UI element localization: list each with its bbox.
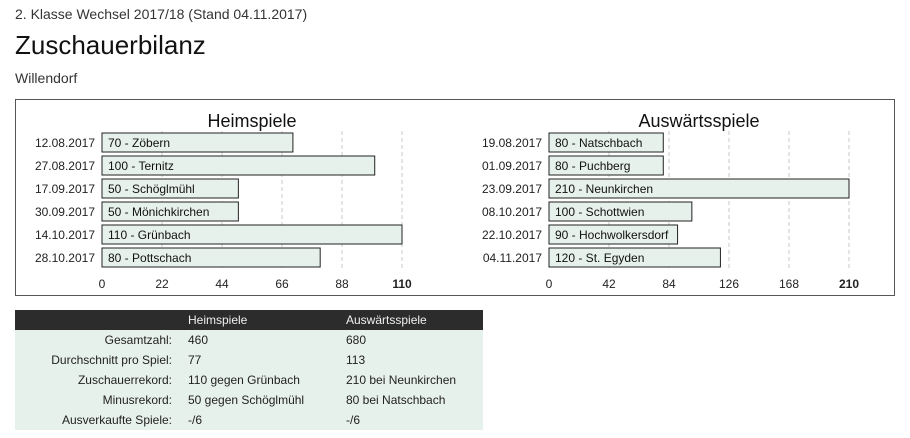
date-label-away: 01.09.2017 [482, 159, 542, 173]
tick-label-away: 126 [719, 277, 739, 291]
bar-label-away: 120 - St. Egyden [555, 251, 644, 265]
stats-row-away: -/6 [338, 410, 483, 430]
tick-label-away: 84 [662, 277, 676, 291]
tick-label-away: 210 [839, 277, 859, 291]
tick-label-home: 44 [215, 277, 229, 291]
stats-row-home: 110 gegen Grünbach [180, 370, 338, 390]
tick-label-home: 66 [275, 277, 289, 291]
stats-row: Ausverkaufte Spiele: -/6 -/6 [15, 410, 483, 430]
bar-label-home: 50 - Mönichkirchen [108, 205, 209, 219]
stats-row-home: 77 [180, 350, 338, 370]
stats-row: Gesamtzahl: 460 680 [15, 330, 483, 350]
stats-row-away: 680 [338, 330, 483, 350]
stats-table: Heimspiele Auswärtsspiele Gesamtzahl: 46… [15, 310, 483, 430]
stats-row-home: -/6 [180, 410, 338, 430]
tick-label-away: 0 [546, 277, 553, 291]
stats-row-home: 50 gegen Schöglmühl [180, 390, 338, 410]
date-label-away: 04.11.2017 [483, 251, 542, 265]
date-label-home: 17.09.2017 [35, 182, 95, 196]
stats-row-home: 460 [180, 330, 338, 350]
bar-away [548, 247, 721, 268]
bar-away [548, 224, 679, 245]
bar-label-away: 100 - Schottwien [555, 205, 644, 219]
chart-title-home: Heimspiele [207, 111, 296, 131]
bar-home [101, 224, 403, 245]
stats-row-away: 210 bei Neunkirchen [338, 370, 483, 390]
bar-home [101, 132, 294, 153]
date-label-home: 28.10.2017 [35, 251, 95, 265]
date-label-away: 19.08.2017 [482, 136, 542, 150]
tick-label-home: 88 [335, 277, 349, 291]
stats-row-away: 113 [338, 350, 483, 370]
date-label-away: 08.10.2017 [482, 205, 542, 219]
bar-away [548, 201, 693, 222]
bar-home [101, 178, 239, 199]
chart-title-away: Auswärtsspiele [638, 111, 759, 131]
bar-home [101, 155, 376, 176]
date-label-home: 27.08.2017 [35, 159, 95, 173]
stats-header-row: Heimspiele Auswärtsspiele [15, 310, 483, 330]
bar-away [548, 132, 664, 153]
bar-label-home: 110 - Grünbach [108, 228, 191, 242]
tick-label-home: 110 [392, 277, 412, 291]
charts-svg: Heimspiele 12.08.2017 70 - Zöbern 27.08.201… [35, 111, 859, 291]
bar-label-home: 100 - Ternitz [108, 159, 174, 173]
stats-row: Minusrekord: 50 gegen Schöglmühl 80 bei … [15, 390, 483, 410]
date-label-home: 30.09.2017 [35, 205, 95, 219]
page-title: Zuschauerbilanz [15, 30, 206, 60]
stats-row-label: Gesamtzahl: [15, 330, 180, 350]
stats-row-away: 80 bei Natschbach [338, 390, 483, 410]
stats-row: Zuschauerrekord: 110 gegen Grünbach 210 … [15, 370, 483, 390]
bar-label-away: 90 - Hochwolkersdorf [555, 228, 669, 242]
tick-label-away: 168 [779, 277, 799, 291]
date-label-away: 22.10.2017 [482, 228, 542, 242]
team-name: Willendorf [15, 70, 78, 86]
bar-away [548, 155, 664, 176]
bar-home [101, 247, 321, 268]
stats-row-label: Minusrekord: [15, 390, 180, 410]
bar-label-away: 80 - Natschbach [555, 136, 642, 150]
stats-header-empty [15, 310, 180, 330]
bar-label-away: 210 - Neunkirchen [555, 182, 653, 196]
stats-header-away: Auswärtsspiele [338, 310, 483, 330]
date-label-home: 14.10.2017 [35, 228, 95, 242]
stats-row: Durchschnitt pro Spiel: 77 113 [15, 350, 483, 370]
tick-label-home: 0 [99, 277, 106, 291]
bar-away [548, 178, 850, 199]
bar-label-away: 80 - Puchberg [555, 159, 630, 173]
tick-label-away: 42 [602, 277, 616, 291]
page-subtitle: 2. Klasse Wechsel 2017/18 (Stand 04.11.2… [15, 6, 308, 22]
bar-label-home: 70 - Zöbern [108, 136, 170, 150]
stats-header-home: Heimspiele [180, 310, 338, 330]
date-label-away: 23.09.2017 [482, 182, 542, 196]
stats-row-label: Zuschauerrekord: [15, 370, 180, 390]
bar-home [101, 201, 239, 222]
stats-row-label: Durchschnitt pro Spiel: [15, 350, 180, 370]
tick-label-home: 22 [155, 277, 169, 291]
charts-container: Heimspiele 12.08.2017 70 - Zöbern 27.08.201… [15, 99, 895, 296]
bar-label-home: 80 - Pottschach [108, 251, 191, 265]
bar-label-home: 50 - Schöglmühl [108, 182, 195, 196]
date-label-home: 12.08.2017 [35, 136, 95, 150]
stats-row-label: Ausverkaufte Spiele: [15, 410, 180, 430]
